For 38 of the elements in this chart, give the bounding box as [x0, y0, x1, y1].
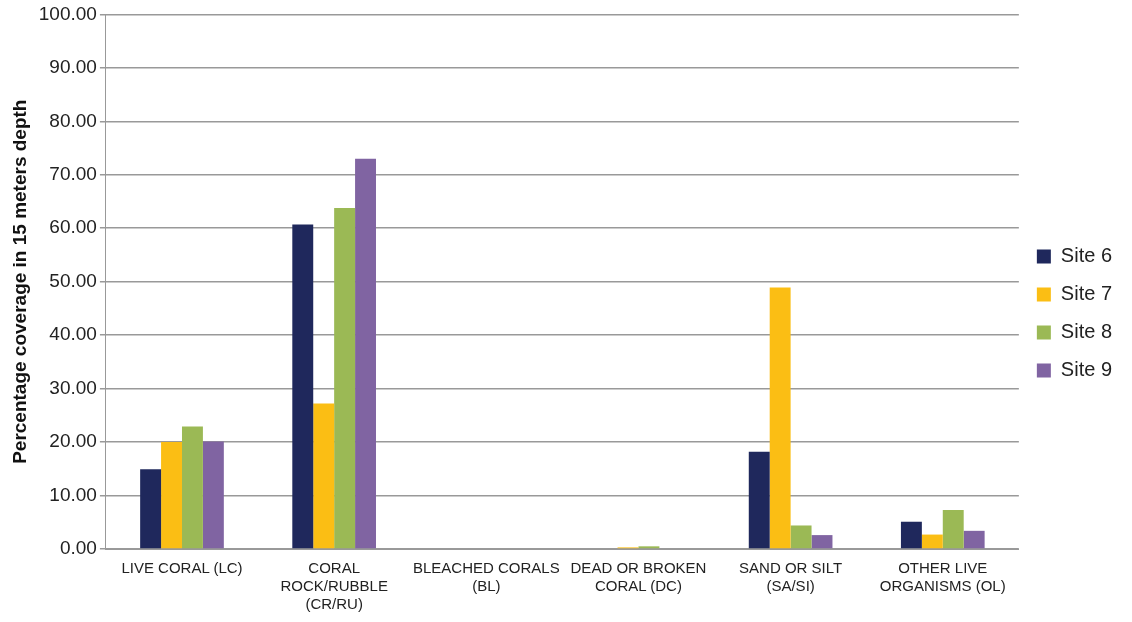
bar	[942, 509, 964, 549]
bar	[355, 158, 376, 549]
x-tick-label: DEAD OR BROKEN CORAL (DC)	[570, 559, 707, 595]
legend-label: Site 9	[1060, 358, 1113, 381]
bar	[181, 426, 203, 549]
y-tick-label: 20.00	[49, 430, 97, 452]
x-tick-label: OTHER LIVE ORGANISMS (OL)	[879, 559, 1006, 595]
bar	[313, 403, 335, 549]
y-tick-label: 60.00	[49, 216, 97, 238]
bar	[790, 525, 812, 549]
y-tick-label: 50.00	[49, 269, 97, 291]
x-tick-label: LIVE CORAL (LC)	[121, 559, 243, 577]
legend-label: Site 6	[1060, 244, 1113, 267]
bar	[202, 441, 224, 549]
bar	[811, 535, 833, 549]
legend-label: Site 8	[1060, 320, 1113, 343]
x-tick-label: SAND OR SILT (SA/SI)	[739, 559, 843, 595]
bar	[748, 451, 770, 549]
y-tick-label: 90.00	[49, 56, 97, 78]
x-tick-label: CORAL ROCK/RUBBLE (CR/RU)	[280, 559, 388, 613]
x-tick-label: BLEACHED CORALS (BL)	[412, 559, 560, 595]
y-tick-label: 100.00	[38, 2, 97, 24]
bar	[140, 469, 162, 549]
y-tick-label: 0.00	[59, 537, 97, 559]
y-axis-title: Percentage coverage in 15 meters depth	[8, 99, 30, 464]
bar	[161, 442, 182, 549]
y-tick-label: 40.00	[49, 323, 97, 345]
y-tick-label: 30.00	[49, 376, 97, 398]
legend-label: Site 7	[1060, 282, 1113, 305]
y-tick-label: 70.00	[49, 163, 97, 185]
bar	[769, 287, 791, 549]
bar	[292, 224, 314, 549]
bar	[921, 534, 943, 549]
y-tick-label: 80.00	[49, 109, 97, 131]
bar	[963, 530, 985, 549]
bar	[900, 521, 922, 549]
bar	[334, 207, 356, 549]
y-tick-label: 10.00	[49, 483, 97, 505]
